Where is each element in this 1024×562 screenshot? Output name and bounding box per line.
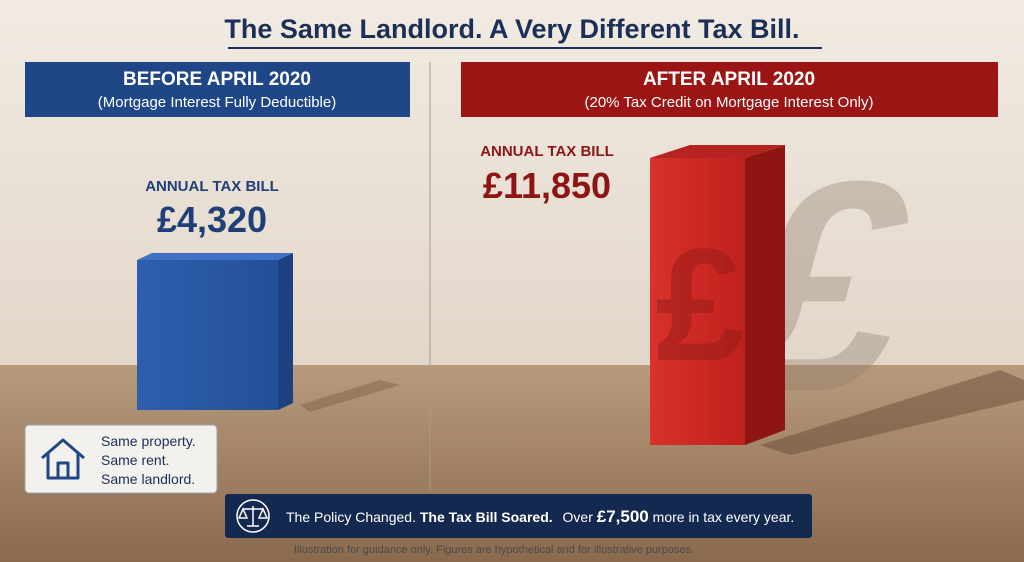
banner bbox=[225, 494, 812, 538]
after-amount: £11,850 bbox=[483, 165, 611, 206]
before-heading: BEFORE APRIL 2020 bbox=[123, 69, 311, 90]
scales-icon bbox=[236, 499, 270, 533]
title: The Same Landlord. A Very Different Tax … bbox=[224, 14, 799, 44]
house-icon bbox=[41, 438, 85, 480]
before-amount: £4,320 bbox=[157, 199, 267, 240]
after-header bbox=[461, 62, 998, 117]
scales-icon bbox=[237, 506, 269, 527]
after-label: ANNUAL TAX BILL bbox=[480, 143, 614, 160]
footer: Illustration for guidance only. Figures … bbox=[294, 544, 694, 556]
note-line: Same property. bbox=[101, 433, 196, 449]
block-shadow bbox=[760, 370, 1024, 455]
after-heading: AFTER APRIL 2020 bbox=[643, 69, 815, 90]
red-block bbox=[650, 158, 745, 445]
block-shadow bbox=[300, 380, 400, 412]
after-subheading: (20% Tax Credit on Mortgage Interest Onl… bbox=[584, 94, 873, 111]
red-block-top bbox=[650, 145, 785, 158]
banner-part: Over bbox=[563, 509, 594, 525]
red-block-side bbox=[745, 145, 785, 445]
before-header bbox=[25, 62, 410, 117]
banner-text: The Policy Changed. The Tax Bill Soared.… bbox=[286, 507, 794, 526]
banner-part: The Tax Bill Soared. bbox=[420, 509, 553, 525]
banner-part: more in tax every year. bbox=[653, 509, 795, 525]
note-line: Same rent. bbox=[101, 452, 169, 468]
blue-block-top bbox=[137, 253, 293, 260]
blue-block-side bbox=[278, 253, 293, 410]
banner-part: The Policy Changed. bbox=[286, 509, 416, 525]
before-subheading: (Mortgage Interest Fully Deductible) bbox=[98, 94, 336, 111]
note-line: Same landlord. bbox=[101, 471, 195, 487]
blue-block bbox=[137, 260, 278, 410]
note-box bbox=[24, 424, 218, 494]
red-block-symbol: £ bbox=[656, 215, 745, 394]
before-label: ANNUAL TAX BILL bbox=[145, 178, 279, 195]
banner-part: £7,500 bbox=[597, 507, 649, 526]
